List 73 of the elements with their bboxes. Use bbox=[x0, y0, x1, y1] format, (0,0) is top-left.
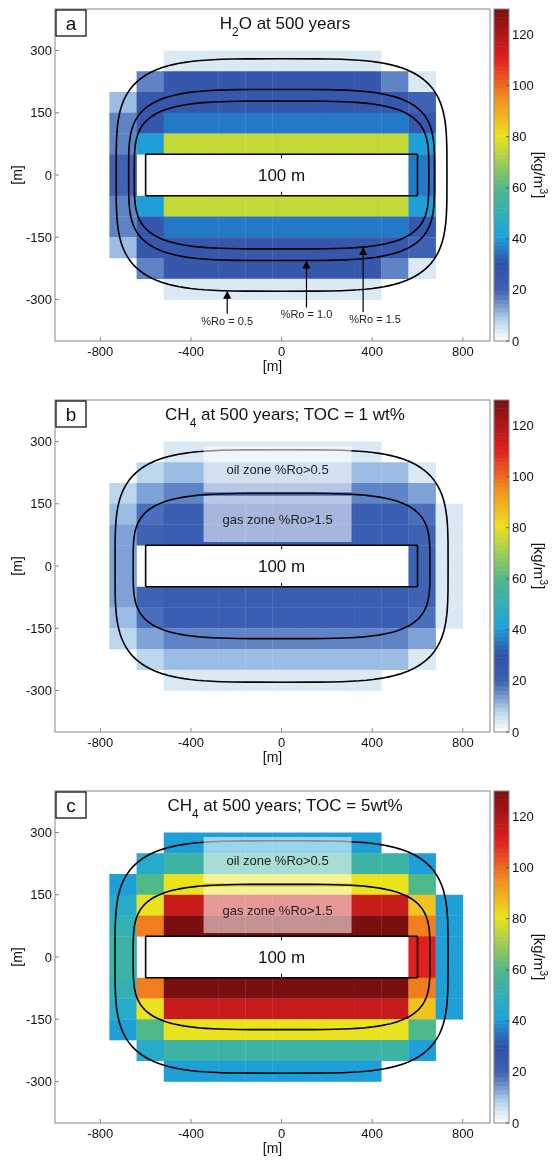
color-bar-label: 100 bbox=[512, 78, 534, 94]
x-tick-label: 400 bbox=[361, 344, 384, 359]
y-tick-label: 0 bbox=[44, 949, 52, 965]
x-tick-label: -400 bbox=[177, 1126, 204, 1141]
color-bar-label: 40 bbox=[512, 231, 527, 247]
y-tick-label: 300 bbox=[30, 43, 52, 58]
y-tick-label: 0 bbox=[44, 167, 52, 183]
y-axis-title: [m] bbox=[9, 165, 25, 185]
y-tick-label: 150 bbox=[30, 887, 52, 903]
color-bar-label: 0 bbox=[512, 724, 520, 740]
annotation: %Ro = 1.5 bbox=[349, 313, 401, 326]
color-bar-label: 20 bbox=[512, 673, 527, 689]
color-bar-label: 120 bbox=[512, 809, 534, 825]
color-bar-label: 80 bbox=[512, 911, 527, 927]
annotation: 100 m bbox=[257, 948, 306, 967]
x-axis-title: [m] bbox=[262, 1140, 283, 1156]
x-tick-label: -800 bbox=[87, 735, 114, 750]
annotation: b bbox=[65, 404, 77, 425]
x-tick-label: -400 bbox=[177, 344, 204, 359]
color-bar-label: 80 bbox=[512, 129, 527, 145]
x-tick-label: 800 bbox=[451, 1126, 474, 1141]
color-bar-label: 20 bbox=[512, 1064, 527, 1080]
color-bar-label: 60 bbox=[512, 571, 527, 587]
x-tick-label: 400 bbox=[361, 735, 384, 750]
x-tick-label: 400 bbox=[361, 1126, 384, 1141]
y-tick-label: 150 bbox=[30, 105, 52, 121]
y-tick-label: 300 bbox=[30, 434, 52, 449]
color-bar-label: 20 bbox=[512, 282, 527, 298]
annotation: 100 m bbox=[257, 557, 306, 576]
x-tick-label: 800 bbox=[451, 344, 474, 359]
annotation: 100 m bbox=[257, 166, 306, 185]
y-axis-title: [m] bbox=[9, 556, 25, 576]
color-bar-label: 60 bbox=[512, 962, 527, 978]
x-tick-label: 800 bbox=[451, 735, 474, 750]
y-tick-label: -150 bbox=[25, 620, 52, 636]
color-bar-label: 0 bbox=[512, 1115, 520, 1131]
color-bar-label: 0 bbox=[512, 333, 520, 349]
color-bar-label: 120 bbox=[512, 27, 534, 43]
annotation: gas zone %Ro>1.5 bbox=[222, 903, 333, 918]
y-tick-label: -150 bbox=[25, 229, 52, 245]
x-axis-title: [m] bbox=[262, 358, 283, 374]
y-tick-label: 300 bbox=[30, 825, 52, 840]
annotation: oil zone %Ro>0.5 bbox=[226, 853, 329, 868]
annotation: %Ro = 1.0 bbox=[280, 308, 333, 321]
y-tick-label: -150 bbox=[25, 1011, 52, 1027]
color-bar-label: 100 bbox=[512, 860, 534, 876]
text: CH$_{4}$ at 500 years; TOC = 1 wt% bbox=[165, 405, 405, 430]
y-tick-label: 0 bbox=[44, 558, 52, 574]
x-tick-label: -400 bbox=[177, 735, 204, 750]
annotation: oil zone %Ro>0.5 bbox=[226, 462, 329, 477]
x-tick-label: 0 bbox=[277, 735, 286, 750]
annotation: a bbox=[65, 13, 77, 34]
annotation: %Ro = 0.5 bbox=[201, 314, 254, 327]
y-tick-label: -300 bbox=[25, 683, 52, 698]
x-tick-label: -800 bbox=[87, 344, 114, 359]
x-axis-title: [m] bbox=[262, 749, 283, 765]
y-tick-label: -300 bbox=[25, 1074, 52, 1089]
text: CH$_{4}$ at 500 years; TOC = 5wt% bbox=[167, 796, 403, 821]
y-tick-label: -300 bbox=[25, 292, 52, 307]
y-tick-label: 150 bbox=[30, 496, 52, 512]
color-bar-label: 100 bbox=[512, 469, 534, 485]
color-bar-label: 60 bbox=[512, 180, 527, 196]
x-tick-label: -800 bbox=[87, 1126, 114, 1141]
annotation: gas zone %Ro>1.5 bbox=[222, 512, 333, 527]
y-axis-title: [m] bbox=[9, 947, 25, 967]
text: H$_{2}$O at 500 years bbox=[219, 14, 351, 39]
color-bar-label: 80 bbox=[512, 520, 527, 536]
x-tick-label: 0 bbox=[277, 1126, 286, 1141]
color-bar-label: 40 bbox=[512, 1013, 527, 1029]
x-tick-label: 0 bbox=[277, 344, 286, 359]
color-bar-label: 120 bbox=[512, 418, 534, 434]
color-bar-label: 40 bbox=[512, 622, 527, 638]
annotation: c bbox=[66, 795, 76, 816]
